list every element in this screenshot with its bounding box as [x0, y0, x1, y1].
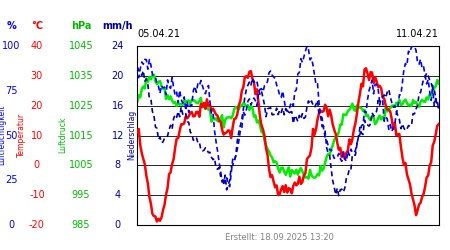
Text: Erstellt: 18.09.2025 13:20: Erstellt: 18.09.2025 13:20: [225, 234, 333, 242]
Text: 40: 40: [31, 41, 43, 51]
Text: -20: -20: [29, 220, 45, 230]
Text: Niederschlag: Niederschlag: [127, 110, 136, 160]
Text: 8: 8: [115, 160, 121, 170]
Text: 1045: 1045: [69, 41, 93, 51]
Text: 25: 25: [5, 175, 18, 185]
Text: 985: 985: [72, 220, 90, 230]
Text: Luftfeuchtigkeit: Luftfeuchtigkeit: [0, 105, 7, 165]
Text: 20: 20: [112, 71, 124, 81]
Text: %: %: [6, 21, 16, 31]
Text: °C: °C: [31, 21, 43, 31]
Text: 05.04.21: 05.04.21: [137, 29, 180, 39]
Text: 16: 16: [112, 101, 124, 111]
Text: 1025: 1025: [68, 101, 94, 111]
Text: 12: 12: [112, 130, 124, 140]
Text: 20: 20: [31, 101, 43, 111]
Text: hPa: hPa: [71, 21, 91, 31]
Text: 75: 75: [5, 86, 18, 96]
Text: Temperatur: Temperatur: [17, 113, 26, 157]
Text: 4: 4: [115, 190, 121, 200]
Text: 1005: 1005: [69, 160, 93, 170]
Text: 995: 995: [72, 190, 90, 200]
Text: 1015: 1015: [69, 130, 93, 140]
Text: 50: 50: [5, 130, 18, 140]
Text: mm/h: mm/h: [103, 21, 133, 31]
Text: 0: 0: [34, 160, 40, 170]
Text: 10: 10: [31, 130, 43, 140]
Text: 11.04.21: 11.04.21: [396, 29, 439, 39]
Text: Luftdruck: Luftdruck: [58, 117, 68, 153]
Text: 1035: 1035: [69, 71, 93, 81]
Text: -10: -10: [29, 190, 45, 200]
Text: 0: 0: [8, 220, 14, 230]
Text: 0: 0: [115, 220, 121, 230]
Text: 24: 24: [112, 41, 124, 51]
Text: 100: 100: [2, 41, 20, 51]
Text: 30: 30: [31, 71, 43, 81]
